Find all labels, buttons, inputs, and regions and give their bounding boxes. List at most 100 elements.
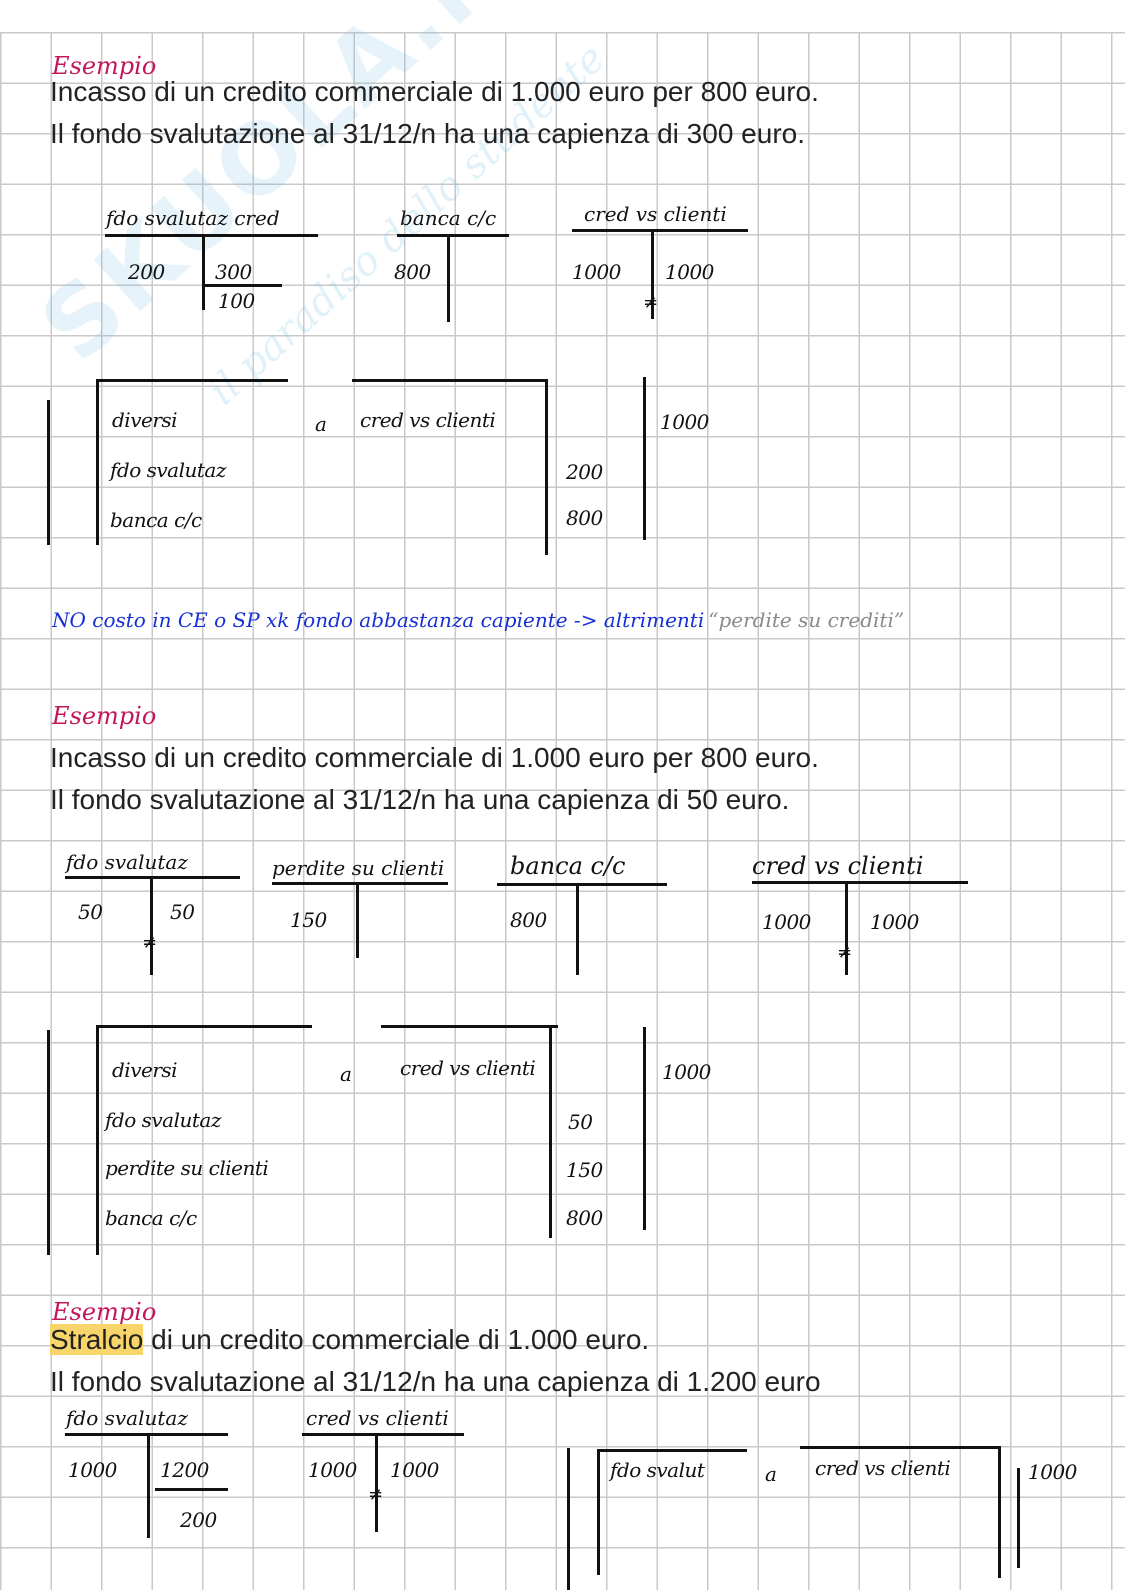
ruled-line-horizontal [65, 1433, 228, 1436]
journal-row-account: fdo svalutaz [110, 458, 226, 482]
t-account-debit: 150 [290, 908, 327, 932]
t-account-debit: 1000 [572, 260, 621, 284]
ruled-line-horizontal [272, 882, 448, 885]
handwritten-note: NO costo in CE o SP xk fondo abbastanza … [52, 608, 904, 632]
t-account-credit: 1000 [870, 910, 919, 934]
ruled-line-vertical [845, 881, 848, 975]
example-text: di un credito commerciale di 1.000 euro. [143, 1324, 650, 1355]
closed-mark: ≠ [837, 942, 853, 963]
example-heading: Esempio [52, 52, 157, 80]
journal-row-amount: 800 [566, 1206, 603, 1230]
t-account-debit: 1000 [308, 1458, 357, 1482]
ruled-line-horizontal [96, 1025, 312, 1028]
closed-mark: ≠ [643, 292, 659, 313]
journal-a: a [340, 1062, 352, 1086]
t-account-title: fdo svalutaz [66, 1406, 188, 1430]
ruled-line-vertical [202, 234, 205, 310]
journal-credit-amount: 1000 [662, 1060, 711, 1084]
ruled-line-horizontal [572, 229, 748, 232]
grid-paper-background [0, 32, 1125, 1590]
ruled-line-horizontal [96, 379, 288, 382]
ruled-line-vertical [651, 229, 654, 319]
t-account-debit: 1000 [68, 1458, 117, 1482]
highlighted-word: Stralcio [50, 1324, 144, 1355]
t-account-title: perdite su clienti [272, 856, 445, 880]
t-account-credit: 1200 [160, 1458, 209, 1482]
t-account-debit: 200 [128, 260, 165, 284]
ruled-line-horizontal [597, 1449, 747, 1452]
ruled-line-horizontal [205, 284, 282, 287]
ruled-line-horizontal [155, 1488, 228, 1491]
note-quote: “perdite su crediti” [708, 608, 905, 632]
ruled-line-vertical [549, 1025, 552, 1238]
example-heading: Esempio [52, 1298, 157, 1326]
ruled-line-vertical [643, 377, 646, 540]
ruled-line-horizontal [105, 234, 318, 237]
journal-row-amount: 150 [566, 1158, 603, 1182]
journal-debit-label: diversi [112, 408, 178, 432]
ruled-line-vertical [47, 400, 50, 545]
note-text: NO costo in CE o SP xk fondo abbastanza … [52, 608, 705, 632]
t-account-credit: 1000 [390, 1458, 439, 1482]
journal-credit-amount: 1000 [660, 410, 709, 434]
ruled-line-vertical [356, 882, 359, 958]
example-text-line-1: Stralcio di un credito commerciale di 1.… [50, 1324, 649, 1356]
t-account-debit: 50 [78, 900, 103, 924]
journal-row-account: perdite su clienti [105, 1156, 269, 1180]
t-account-title: cred vs clienti [584, 202, 727, 226]
example-text-line-1: Incasso di un credito commerciale di 1.0… [50, 742, 819, 773]
journal-row-account: banca c/c [105, 1206, 197, 1230]
t-account-title: cred vs clienti [752, 852, 924, 880]
journal-credit-label: cred vs clienti [400, 1056, 536, 1080]
journal-debit-label: fdo svalut [610, 1458, 705, 1482]
journal-debit-label: diversi [112, 1058, 178, 1082]
journal-a: a [765, 1462, 777, 1486]
ruled-line-horizontal [302, 1433, 464, 1436]
t-account-title: fdo svalutaz [66, 850, 188, 874]
ruled-line-vertical [597, 1450, 600, 1575]
closed-mark: ≠ [368, 1484, 384, 1505]
journal-row-amount: 50 [568, 1110, 593, 1134]
ruled-line-vertical [147, 1433, 150, 1538]
journal-row-amount: 800 [566, 506, 603, 530]
ruled-line-vertical [375, 1433, 378, 1532]
t-account-credit: 300 [215, 260, 252, 284]
journal-a: a [315, 412, 327, 436]
ruled-line-horizontal [352, 379, 548, 382]
example-text-line-2: Il fondo svalutazione al 31/12/n ha una … [50, 118, 806, 149]
journal-row-account: banca c/c [110, 508, 202, 532]
closed-mark: ≠ [142, 932, 158, 953]
journal-row-amount: 200 [566, 460, 603, 484]
example-text-line-2: Il fondo svalutazione al 31/12/n ha una … [50, 784, 790, 815]
ruled-line-vertical [1017, 1468, 1020, 1568]
t-account-credit: 1000 [665, 260, 714, 284]
ruled-line-vertical [447, 234, 450, 322]
ruled-line-horizontal [800, 1446, 1001, 1449]
ruled-line-vertical [576, 883, 579, 975]
ruled-line-vertical [567, 1448, 570, 1590]
example-text-line-2: Il fondo svalutazione al 31/12/n ha una … [50, 1366, 821, 1397]
t-account-balance: 100 [218, 289, 255, 313]
t-account-title: fdo svalutaz cred [106, 206, 280, 230]
ruled-line-vertical [545, 379, 548, 555]
ruled-line-vertical [96, 380, 99, 545]
t-account-title: cred vs clienti [306, 1406, 449, 1430]
example-heading: Esempio [52, 702, 157, 730]
ruled-line-horizontal [497, 883, 667, 886]
ruled-line-vertical [998, 1446, 1001, 1578]
ruled-line-horizontal [752, 881, 968, 884]
journal-row-account: fdo svalutaz [105, 1108, 221, 1132]
ruled-line-horizontal [381, 1025, 558, 1028]
journal-credit-label: cred vs clienti [815, 1456, 951, 1480]
t-account-debit: 1000 [762, 910, 811, 934]
t-account-balance: 200 [180, 1508, 217, 1532]
ruled-line-vertical [150, 876, 153, 975]
ruled-line-vertical [47, 1030, 50, 1255]
t-account-title: banca c/c [400, 206, 497, 230]
t-account-debit: 800 [510, 908, 547, 932]
t-account-title: banca c/c [510, 852, 626, 880]
ruled-line-vertical [96, 1026, 99, 1255]
journal-credit-amount: 1000 [1028, 1460, 1077, 1484]
journal-credit-label: cred vs clienti [360, 408, 496, 432]
t-account-debit: 800 [394, 260, 431, 284]
